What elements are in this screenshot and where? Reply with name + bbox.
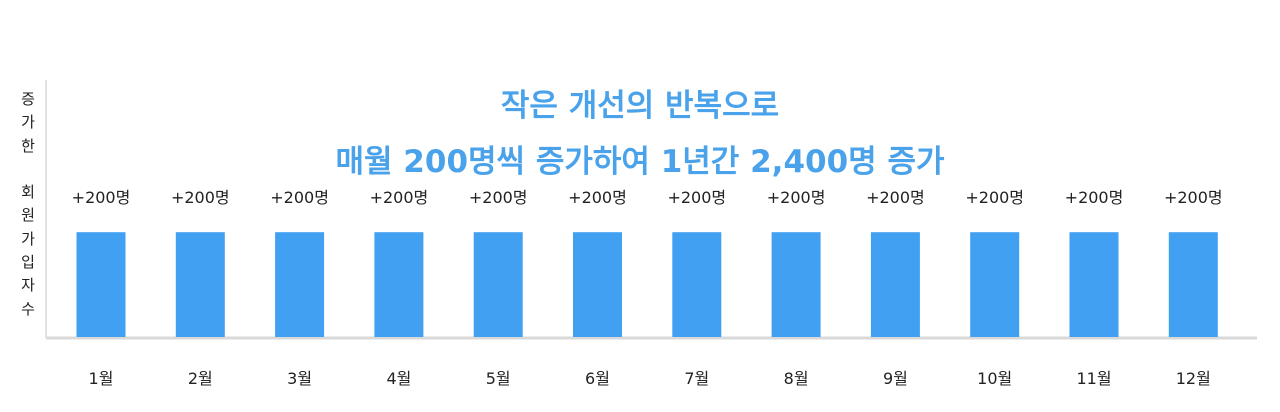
x-tick-label: 5월 (486, 369, 511, 388)
x-tick-label: 2월 (188, 369, 213, 388)
x-tick-label: 7월 (684, 369, 709, 388)
bar (771, 232, 821, 337)
bar (970, 232, 1020, 337)
y-axis-label-char: 증 (21, 90, 35, 108)
y-axis-label-char: 자 (21, 276, 35, 295)
bar (672, 232, 722, 337)
y-axis-label-char: 가 (21, 229, 35, 248)
x-tick-label: 9월 (883, 369, 908, 388)
data-label: +200명 (469, 188, 528, 207)
bar (175, 232, 225, 337)
x-tick-label: 11월 (1076, 369, 1111, 388)
y-axis-label-char: 회 (21, 183, 35, 202)
chart-title-line-1: 작은 개선의 반복으로 (500, 88, 780, 124)
bar (275, 232, 325, 337)
bar (573, 232, 622, 337)
data-label: +200명 (767, 188, 826, 207)
x-tick-label: 4월 (386, 369, 411, 388)
bar (76, 232, 126, 337)
data-label: +200명 (171, 188, 230, 207)
data-label: +200명 (370, 188, 429, 207)
x-tick-label: 6월 (585, 369, 610, 388)
y-axis-label-char: 한 (21, 136, 35, 155)
data-label: +200명 (667, 188, 726, 207)
bar (870, 232, 920, 337)
y-axis-label-char: 원 (21, 206, 35, 225)
y-axis-label-char: 가 (21, 113, 35, 132)
data-label: +200명 (568, 188, 627, 207)
x-tick-label: 10월 (977, 369, 1012, 388)
y-axis-label: 증 가 한 회 원 가 입 자 수 (18, 88, 38, 321)
y-axis-label-char: 수 (21, 299, 35, 318)
data-label: +200명 (72, 188, 131, 207)
x-tick-label: 1월 (89, 369, 114, 388)
data-label: +200명 (866, 188, 925, 207)
data-label: +200명 (1164, 188, 1223, 207)
x-tick-label: 3월 (287, 369, 312, 388)
data-label: +200명 (965, 188, 1024, 207)
bar (1168, 232, 1218, 337)
data-label: +200명 (1065, 188, 1124, 207)
chart-title-line-2: 매월 200명씩 증가하여 1년간 2,400명 증가 (335, 144, 945, 180)
x-tick-label: 12월 (1176, 369, 1211, 388)
bar (374, 232, 424, 337)
x-tick-label: 8월 (784, 369, 809, 388)
data-label: +200명 (270, 188, 329, 207)
bar (1069, 232, 1119, 337)
bar (473, 232, 523, 337)
y-axis-label-char: 입 (21, 253, 35, 272)
